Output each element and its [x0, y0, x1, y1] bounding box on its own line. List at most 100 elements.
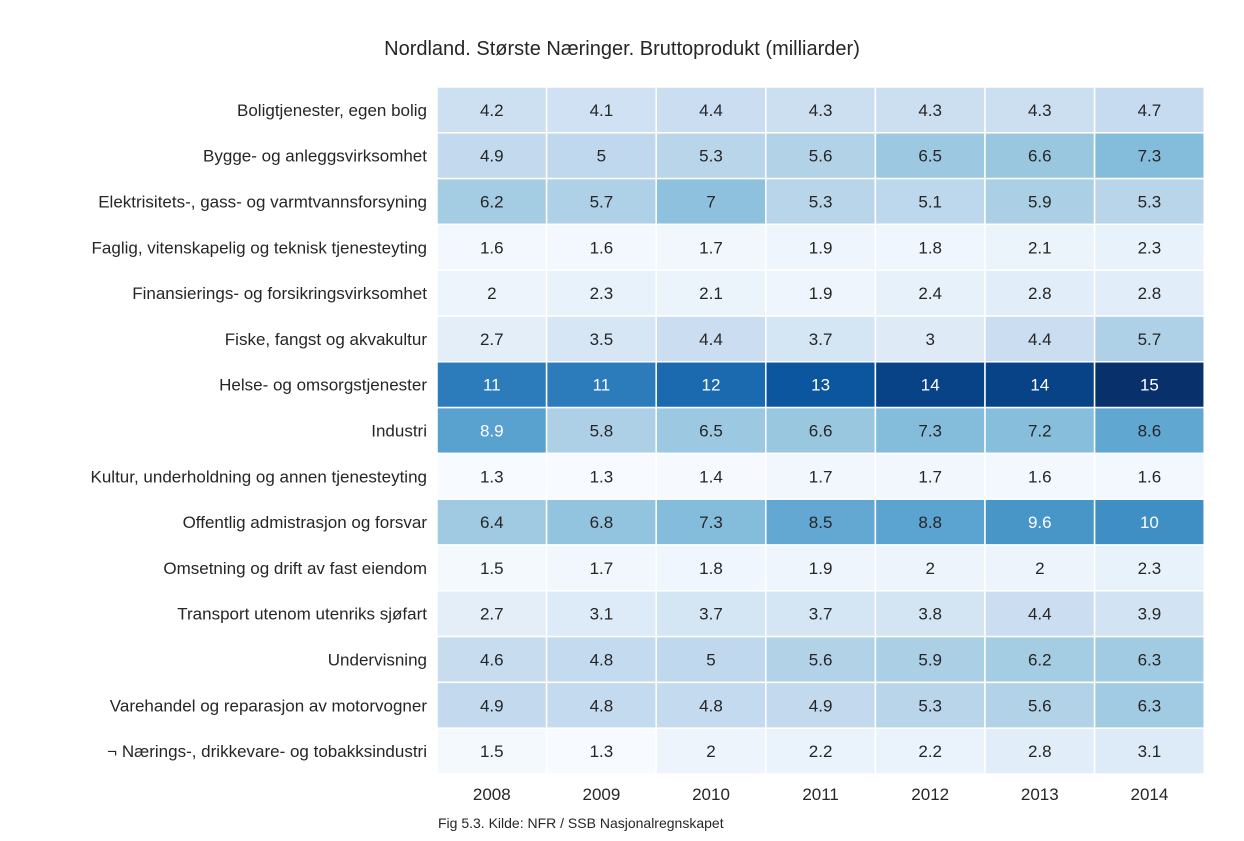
- heatmap-cell: [655, 498, 767, 546]
- cell-value-label: 4.1: [590, 101, 614, 120]
- cell-value-label: 6.6: [809, 422, 833, 441]
- heatmap-cell: [436, 498, 548, 546]
- cell-value-label: 7.3: [699, 513, 723, 532]
- x-tick-label: 2012: [911, 785, 949, 804]
- heatmap-cell: [1093, 177, 1205, 226]
- cell-value-label: 1.6: [1028, 467, 1052, 486]
- row-label: Industri: [371, 422, 427, 441]
- heatmap-cell: [765, 177, 877, 226]
- heatmap-cell: [436, 86, 548, 134]
- row-label: Boligtjenester, egen bolig: [237, 101, 427, 120]
- cell-value-label: 5.3: [809, 193, 833, 212]
- row-label: ¬ Nærings-, drikkevare- og tobakksindust…: [107, 742, 427, 761]
- cell-value-label: 4.4: [1028, 605, 1052, 624]
- cell-value-label: 4.3: [1028, 101, 1052, 120]
- cell-value-label: 2.1: [699, 284, 723, 303]
- cell-value-label: 2.4: [918, 284, 942, 303]
- cell-value-label: 13: [811, 376, 830, 395]
- heatmap-cell: [765, 590, 877, 638]
- row-label: Offentlig admistrasjon og forsvar: [183, 513, 428, 532]
- cell-value-label: 5.6: [809, 651, 833, 670]
- cell-value-label: 4.2: [480, 101, 504, 120]
- heatmap-cell: [436, 269, 548, 317]
- cell-value-label: 12: [702, 376, 721, 395]
- cell-value-label: 1.9: [809, 559, 833, 578]
- heatmap-cell: [1093, 590, 1205, 638]
- cell-value-label: 4.4: [699, 330, 723, 349]
- cell-value-label: 10: [1140, 513, 1159, 532]
- cell-value-label: 4.8: [590, 696, 614, 715]
- heatmap-cell: [874, 406, 986, 455]
- cell-value-label: 1.6: [1138, 467, 1162, 486]
- heatmap-cell: [436, 727, 548, 775]
- x-tick-label: 2014: [1130, 785, 1168, 804]
- cell-value-label: 2.3: [1138, 238, 1162, 257]
- heatmap-cell: [765, 681, 877, 729]
- heatmap-cell: [765, 361, 877, 409]
- x-tick-label: 2010: [692, 785, 730, 804]
- cell-value-label: 8.8: [918, 513, 942, 532]
- cell-value-label: 15: [1140, 376, 1159, 395]
- cell-value-label: 2: [925, 559, 934, 578]
- cell-value-label: 1.7: [699, 238, 723, 257]
- heatmap-cell: [436, 315, 548, 363]
- cell-value-label: 1.7: [590, 559, 614, 578]
- heatmap-cell: [436, 361, 548, 409]
- heatmap-cell: [436, 223, 548, 271]
- cell-value-label: 1.9: [809, 284, 833, 303]
- cell-value-label: 2.2: [918, 742, 942, 761]
- cell-value-label: 7.2: [1028, 422, 1052, 441]
- heatmap-cell: [984, 177, 1096, 226]
- cell-value-label: 7.3: [1138, 147, 1162, 166]
- cell-value-label: 9.6: [1028, 513, 1052, 532]
- cell-value-label: 5.3: [918, 696, 942, 715]
- heatmap-cell: [1093, 498, 1205, 546]
- cell-value-label: 4.8: [590, 651, 614, 670]
- row-label: Omsetning og drift av fast eiendom: [163, 559, 427, 578]
- cell-value-label: 2: [706, 742, 715, 761]
- cell-value-label: 1.5: [480, 559, 504, 578]
- heatmap-cell: [1093, 727, 1205, 775]
- cell-value-label: 5.7: [590, 193, 614, 212]
- cell-value-label: 3.7: [809, 605, 833, 624]
- heatmap-cell: [545, 177, 657, 226]
- cell-value-label: 5: [597, 147, 606, 166]
- cell-value-label: 6.5: [918, 147, 942, 166]
- x-tick-label: 2009: [582, 785, 620, 804]
- heatmap-cell: [874, 544, 986, 592]
- heatmap-cell: [545, 590, 657, 638]
- heatmap-cell: [765, 406, 877, 455]
- cell-value-label: 4.8: [699, 696, 723, 715]
- cell-value-label: 1.8: [699, 559, 723, 578]
- heatmap-cell: [874, 498, 986, 546]
- cell-value-label: 6.3: [1138, 696, 1162, 715]
- column-labels: 2008 2009 2010 2011 2012 2013 2014: [473, 785, 1168, 804]
- cell-value-label: 5: [706, 651, 715, 670]
- cell-value-label: 4.3: [809, 101, 833, 120]
- cell-value-label: 1.7: [918, 467, 942, 486]
- cell-value-label: 11: [593, 376, 611, 395]
- cell-value-label: 4.4: [699, 101, 723, 120]
- heatmap-cell: [984, 681, 1096, 729]
- row-label: Helse- og omsorgstjenester: [219, 376, 427, 395]
- cell-value-label: 5.3: [1138, 193, 1162, 212]
- chart-title: Nordland. Største Næringer. Bruttoproduk…: [384, 38, 860, 60]
- cell-value-label: 4.7: [1138, 101, 1162, 120]
- cell-value-label: 2.3: [590, 284, 614, 303]
- cell-value-label: 5.6: [809, 147, 833, 166]
- heatmap-cell: [655, 361, 767, 409]
- heatmap-cell: [765, 635, 877, 684]
- cell-value-label: 1.3: [480, 467, 504, 486]
- cell-value-label: 2: [487, 284, 496, 303]
- cell-value-label: 1.3: [590, 742, 614, 761]
- heatmap-cell: [545, 544, 657, 592]
- cell-value-label: 1.8: [918, 238, 942, 257]
- cell-value-label: 4.9: [480, 147, 504, 166]
- cell-value-label: 14: [921, 376, 940, 395]
- cell-value-label: 5.3: [699, 147, 723, 166]
- cell-value-label: 5.9: [1028, 193, 1052, 212]
- heatmap-cell: [874, 132, 986, 180]
- heatmap-cell: [545, 223, 657, 271]
- heatmap-cell: [765, 544, 877, 592]
